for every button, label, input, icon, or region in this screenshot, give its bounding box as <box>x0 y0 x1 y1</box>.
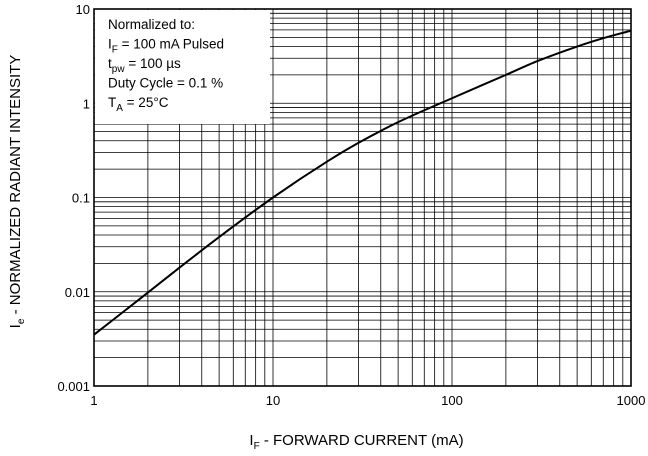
data-series-line <box>93 29 632 336</box>
y-tick-label: 0.1 <box>72 191 90 206</box>
plot-frame <box>93 8 632 387</box>
legend-line: tpw = 100 µs <box>108 56 181 75</box>
y-tick-label: 0.001 <box>57 379 90 394</box>
y-tick-label: 10 <box>76 2 90 17</box>
legend-box <box>95 10 270 124</box>
y-axis-title: Ie - NORMALIZED RADIANT INTENSITY <box>7 55 27 329</box>
x-axis-title: IF - FORWARD CURRENT (mA) <box>249 432 463 452</box>
x-tick-label: 10 <box>266 393 280 408</box>
x-tick-label: 100 <box>441 393 463 408</box>
legend-line: TA = 25°C <box>108 95 169 114</box>
y-axis-ticks: 0.001 0.01 0.1 1 10 <box>57 2 90 394</box>
y-tick-label: 0.01 <box>65 285 90 300</box>
legend-line: Duty Cycle = 0.1 % <box>108 76 223 91</box>
x-tick-label: 1000 <box>617 393 646 408</box>
y-tick-label: 1 <box>83 96 90 111</box>
x-tick-label: 1 <box>90 393 97 408</box>
legend-line: IF = 100 mA Pulsed <box>108 37 224 56</box>
x-axis-ticks: 1 10 100 1000 <box>90 393 645 408</box>
legend-line: Normalized to: <box>108 17 195 32</box>
